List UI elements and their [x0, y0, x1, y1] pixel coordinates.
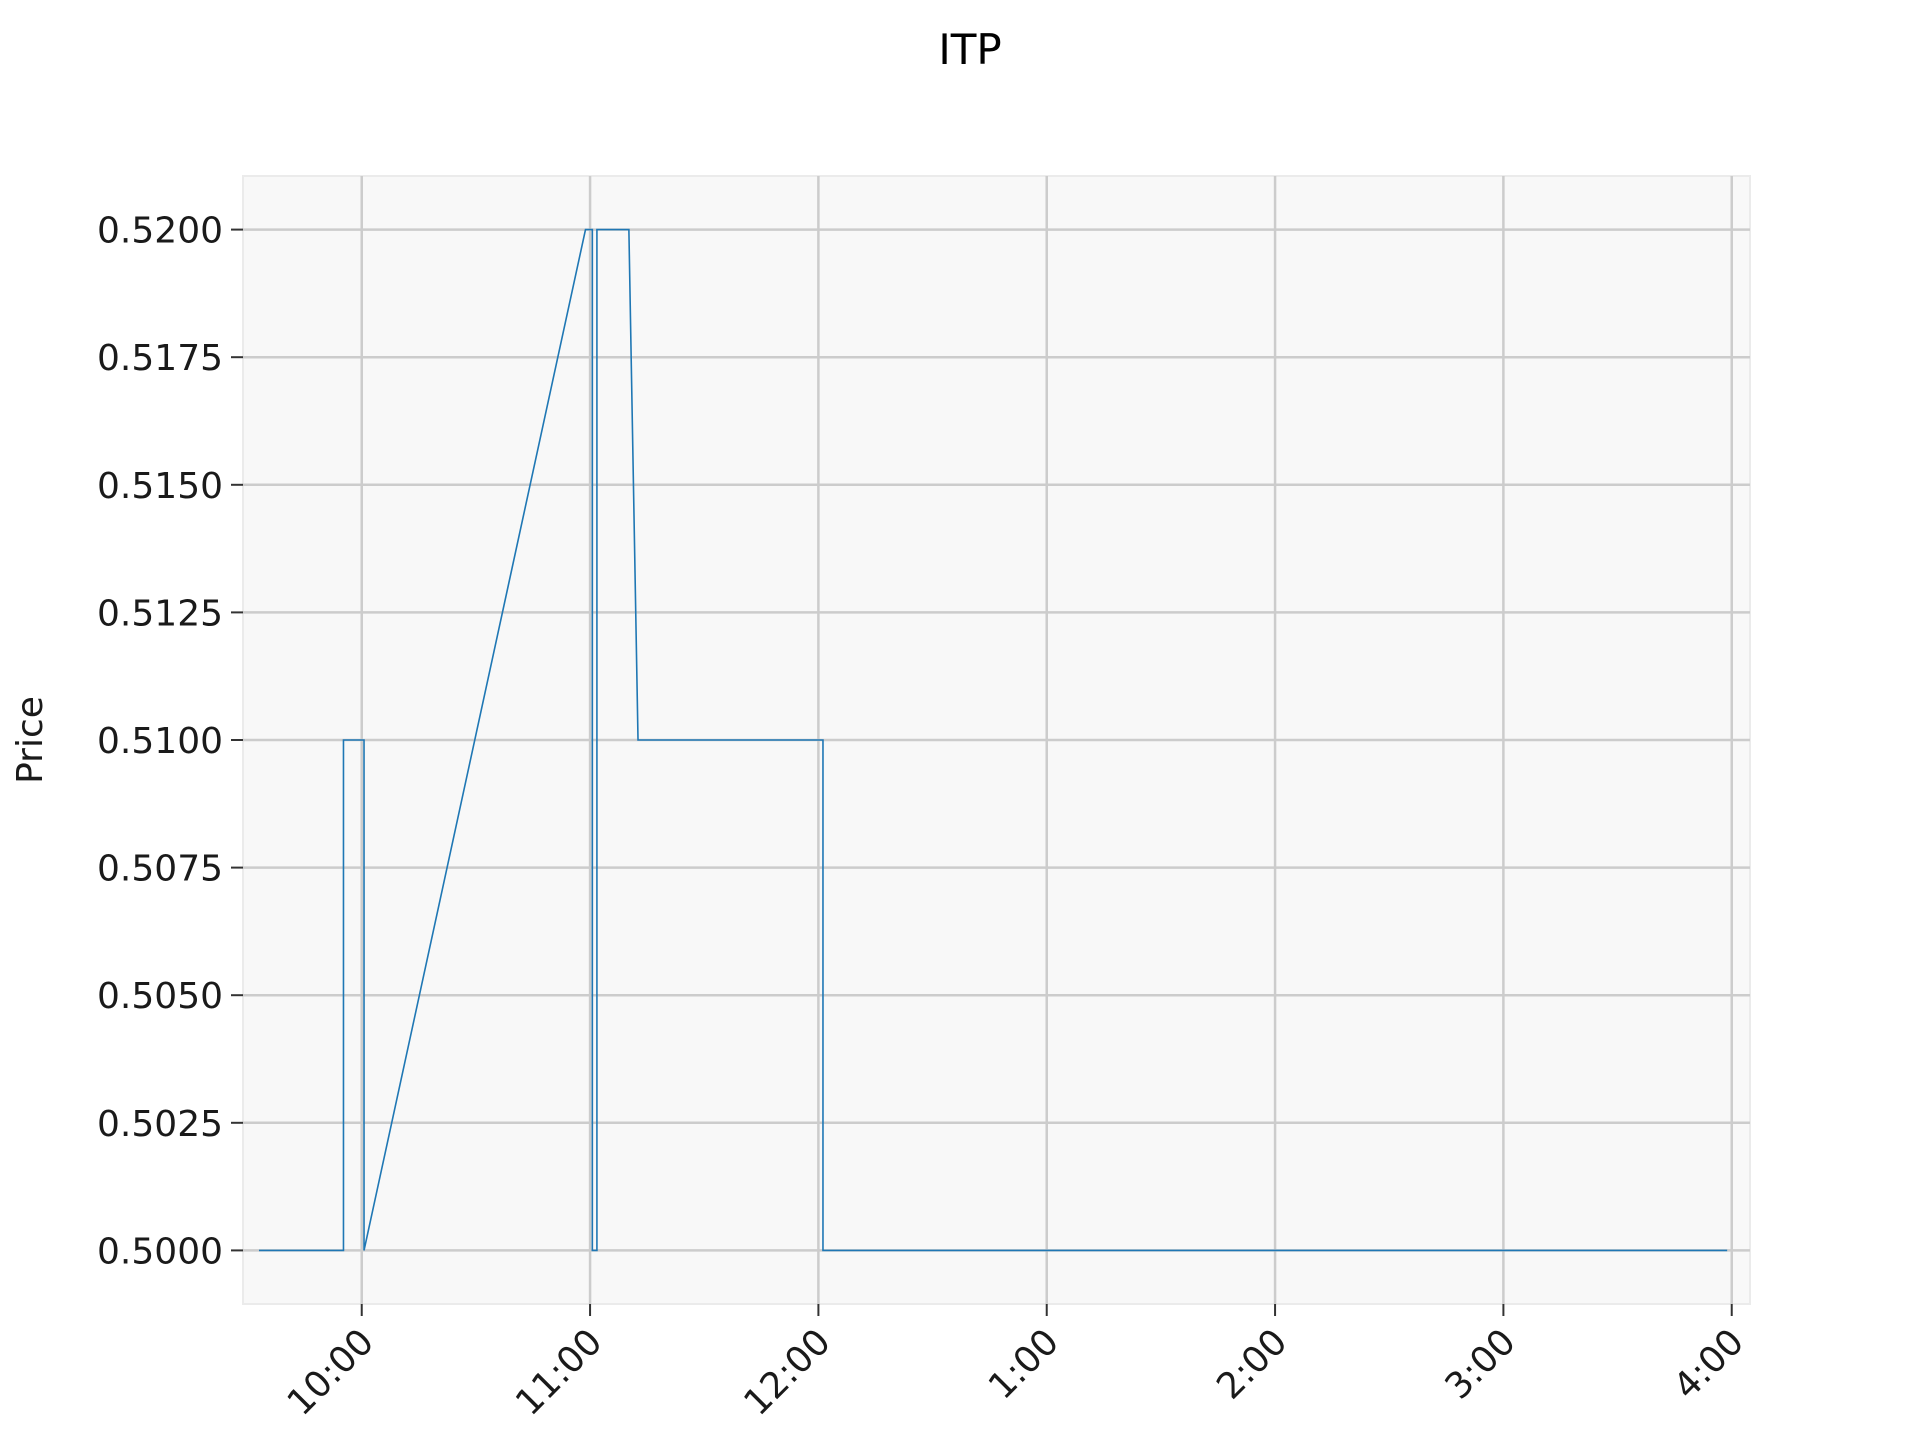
y-tick-label: 0.5175 — [97, 338, 223, 379]
y-tick-label: 0.5100 — [97, 721, 223, 762]
y-tick-label: 0.5200 — [97, 211, 223, 252]
y-tick-label: 0.5150 — [97, 466, 223, 507]
x-tick-label: 2:00 — [1209, 1321, 1295, 1407]
y-tick-label: 0.5050 — [97, 976, 223, 1017]
series-layer — [258, 228, 1728, 1252]
x-tick-label: 11:00 — [508, 1321, 610, 1423]
y-tick-label: 0.5025 — [97, 1104, 223, 1145]
chart-title: ITP — [938, 25, 1001, 74]
y-axis-label: Price — [10, 696, 51, 784]
x-tick-label: 3:00 — [1438, 1321, 1524, 1407]
y-tick-label: 0.5125 — [97, 593, 223, 634]
x-tick-label: 1:00 — [981, 1321, 1067, 1407]
x-tick-label: 12:00 — [736, 1321, 838, 1423]
x-tick-label: 4:00 — [1666, 1321, 1752, 1407]
y-tick-label: 0.5000 — [97, 1231, 223, 1272]
price-series-line — [258, 228, 1728, 1252]
y-tick-label: 0.5075 — [97, 849, 223, 890]
x-tick-label: 10:00 — [280, 1321, 382, 1423]
